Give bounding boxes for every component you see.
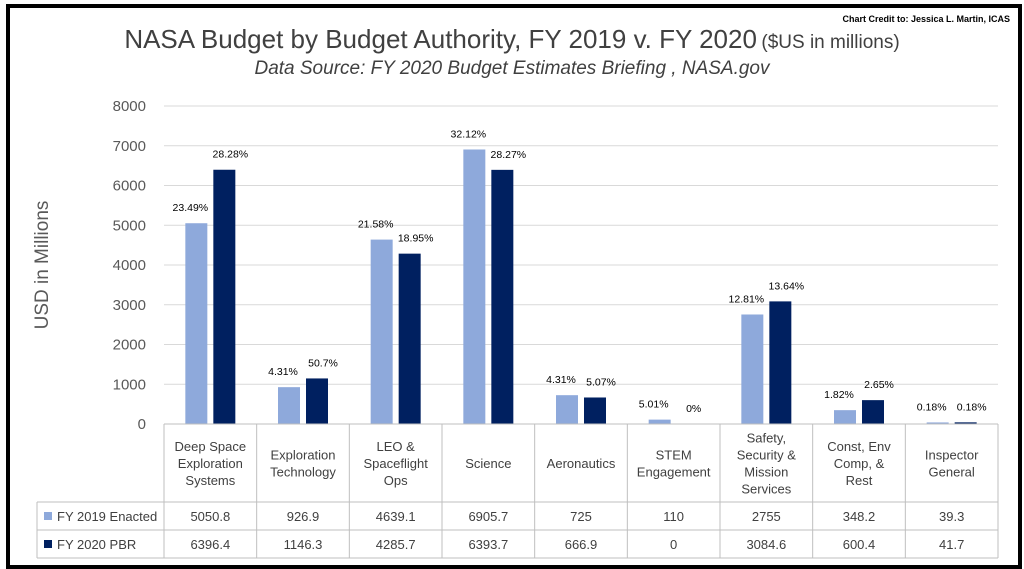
category-label: Exploration	[178, 456, 243, 471]
data-label: 23.49%	[173, 202, 209, 214]
bar	[306, 378, 328, 424]
chart-title-units: ($US in millions)	[761, 32, 900, 53]
chart-subtitle: Data Source: FY 2020 Budget Estimates Br…	[254, 58, 770, 79]
bar	[741, 314, 764, 424]
table-cell: 4639.1	[376, 509, 416, 524]
data-label: 12.81%	[729, 293, 765, 305]
category-label: Science	[465, 456, 511, 471]
data-label: 4.31%	[268, 366, 298, 378]
table-cell: 1146.3	[284, 537, 323, 552]
y-tick-label: 6000	[113, 178, 146, 195]
data-label: 50.7%	[308, 357, 338, 369]
bar	[648, 419, 671, 424]
y-tick-label: 4000	[113, 257, 146, 274]
category-label: Mission	[744, 465, 788, 480]
category-label: Services	[741, 482, 791, 497]
category-label: Inspector	[925, 448, 979, 463]
bar	[491, 169, 514, 424]
bar	[185, 223, 208, 424]
category-label: Engagement	[637, 465, 711, 480]
table-cell: 348.2	[843, 509, 876, 524]
table-cell: 6905.7	[468, 509, 508, 524]
bar	[954, 422, 977, 424]
y-tick-label: 7000	[113, 138, 146, 155]
bar	[463, 149, 486, 425]
table-cell: 0	[670, 537, 677, 552]
category-label: Rest	[846, 473, 873, 488]
table-cell: 41.7	[939, 537, 964, 552]
table-cell: 666.9	[565, 537, 598, 552]
data-label: 5.07%	[586, 376, 616, 388]
y-tick-label: 0	[138, 416, 146, 433]
y-tick-label: 8000	[113, 98, 146, 115]
y-tick-label: 3000	[113, 297, 146, 314]
y-tick-label: 2000	[113, 337, 146, 354]
table-cell: 725	[570, 509, 592, 524]
bar	[862, 400, 884, 424]
data-label: 0.18%	[917, 401, 947, 413]
legend-label: FY 2019 Enacted	[57, 509, 157, 524]
data-label: 28.28%	[213, 149, 249, 161]
legend-swatch	[44, 540, 52, 548]
category-label: Const, Env	[827, 439, 891, 454]
table-cell: 3084.6	[746, 537, 786, 552]
y-tick-label: 1000	[113, 376, 146, 393]
y-axis-label: USD in Millions	[32, 201, 53, 330]
data-label: 18.95%	[398, 233, 434, 245]
data-label: 1.82%	[824, 389, 854, 401]
chart-title-main: NASA Budget by Budget Authority, FY 2019…	[124, 24, 757, 54]
category-label: Security &	[737, 448, 797, 463]
legend-swatch	[44, 512, 52, 520]
bar	[213, 169, 236, 424]
data-label: 21.58%	[358, 219, 394, 231]
category-label: Systems	[185, 473, 235, 488]
table-cell: 110	[663, 509, 684, 524]
table-cell: 600.4	[843, 537, 876, 552]
category-label: Aeronautics	[547, 456, 616, 471]
data-label: 0.18%	[957, 401, 987, 413]
category-label: General	[929, 465, 975, 480]
category-label: Deep Space	[175, 439, 247, 454]
bar	[926, 422, 949, 424]
category-label: Technology	[270, 465, 336, 480]
category-label: Safety,	[747, 431, 787, 446]
table-cell: 4285.7	[376, 537, 416, 552]
data-label: 0%	[686, 403, 701, 415]
chart-frame	[6, 4, 1022, 569]
table-cell: 6396.4	[190, 537, 230, 552]
bar	[769, 301, 792, 424]
bar	[370, 239, 393, 424]
data-label: 13.64%	[769, 280, 805, 292]
table-cell: 2755	[752, 509, 781, 524]
legend-label: FY 2020 PBR	[57, 537, 136, 552]
bar	[556, 395, 578, 424]
data-label: 32.12%	[451, 128, 487, 140]
category-label: STEM	[656, 448, 692, 463]
y-tick-label: 5000	[113, 217, 146, 234]
data-label: 2.65%	[864, 379, 894, 391]
category-label: Comp, &	[834, 456, 885, 471]
category-label: Spaceflight	[364, 456, 429, 471]
table-cell: 39.3	[939, 509, 964, 524]
category-label: Ops	[384, 473, 408, 488]
table-cell: 5050.8	[190, 509, 230, 524]
bar	[834, 410, 856, 424]
data-label: 28.27%	[491, 149, 527, 161]
bar	[398, 253, 421, 424]
bar	[584, 397, 606, 424]
chart-credit: Chart Credit to: Jessica L. Martin, ICAS	[842, 14, 1010, 24]
chart-title: NASA Budget by Budget Authority, FY 2019…	[0, 24, 1024, 55]
category-label: LEO &	[377, 439, 416, 454]
table-cell: 6393.7	[468, 537, 508, 552]
data-label: 5.01%	[639, 399, 669, 411]
category-label: Exploration	[270, 448, 335, 463]
table-cell: 926.9	[287, 509, 320, 524]
bar	[278, 387, 300, 424]
data-label: 4.31%	[546, 374, 576, 386]
